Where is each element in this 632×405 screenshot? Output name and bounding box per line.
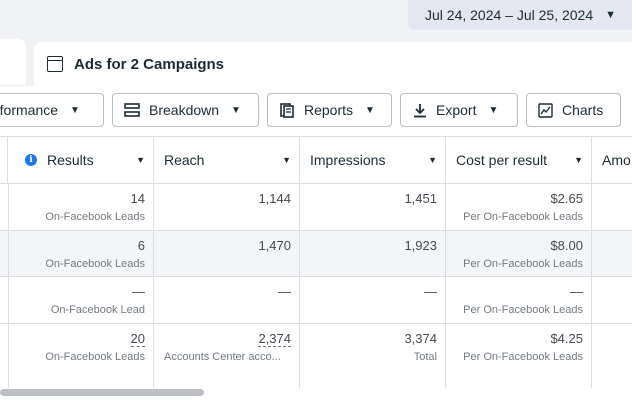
date-range-label: Jul 24, 2024 – Jul 25, 2024 [425, 7, 594, 23]
export-button[interactable]: Export ▼ [400, 93, 518, 127]
previous-tab[interactable] [0, 39, 26, 85]
scrollbar-thumb[interactable] [0, 389, 204, 396]
cost-value: $2.65 [550, 191, 583, 206]
performance-label: rformance [0, 102, 59, 118]
caret-down-icon: ▼ [70, 104, 80, 116]
campaign-tab[interactable]: Ads for 2 Campaigns [34, 42, 632, 86]
caret-down-icon[interactable]: ▼ [136, 155, 145, 165]
total-cost-sub: Per On-Facebook Leads [463, 351, 583, 363]
charts-label: Charts [562, 102, 604, 118]
breakdown-label: Breakdown [149, 102, 220, 118]
caret-down-icon: ▼ [365, 104, 375, 116]
total-results-sub: On-Facebook Leads [45, 351, 145, 363]
campaign-tab-title: Ads for 2 Campaigns [74, 55, 225, 73]
header-cost-label: Cost per result [456, 152, 548, 168]
date-range-picker[interactable]: Jul 24, 2024 – Jul 25, 2024 ▼ [408, 0, 632, 30]
header-results-label: Results [47, 152, 94, 168]
performance-button[interactable]: rformance ▼ [0, 93, 104, 127]
cost-sub: Per On-Facebook Leads [463, 304, 583, 316]
impressions-value: — [424, 284, 437, 299]
reports-label: Reports [304, 102, 354, 118]
results-table: i Results ▼ Reach ▼ Impressions ▼ Cost p… [0, 136, 632, 389]
impressions-value: 1,451 [404, 191, 437, 206]
results-sub: On-Facebook Leads [45, 211, 145, 223]
caret-down-icon: ▼ [605, 9, 617, 21]
charts-button[interactable]: Charts [526, 93, 621, 127]
total-reach-value[interactable]: 2,374 [258, 331, 291, 347]
caret-down-icon: ▼ [231, 104, 241, 116]
download-icon [413, 103, 427, 118]
total-cost-value: $4.25 [550, 331, 583, 346]
total-impressions-value: 3,374 [404, 331, 437, 346]
results-sub: On-Facebook Leads [45, 258, 145, 270]
results-value: 14 [130, 191, 145, 206]
results-sub: On-Facebook Lead [50, 304, 145, 316]
header-cell-left [0, 137, 8, 184]
caret-down-icon: ▼ [488, 104, 499, 116]
table-row[interactable]: 6 On-Facebook Leads 1,470 1,923 $8.00 Pe… [0, 231, 632, 277]
reach-value: — [278, 284, 291, 299]
toolbar: rformance ▼ Breakdown ▼ Reports ▼ Export… [0, 86, 632, 136]
header-reach[interactable]: Reach ▼ [154, 137, 300, 184]
info-icon[interactable]: i [25, 154, 37, 166]
results-value: — [132, 284, 145, 299]
table-row[interactable]: — On-Facebook Lead — — — Per On-Facebook… [0, 277, 632, 324]
cost-value: $8.00 [550, 238, 583, 253]
cost-sub: Per On-Facebook Leads [463, 258, 583, 270]
breakdown-button[interactable]: Breakdown ▼ [112, 93, 259, 127]
total-results-value[interactable]: 20 [130, 331, 145, 347]
reports-icon [280, 102, 295, 118]
cost-value: — [570, 284, 583, 299]
header-impressions[interactable]: Impressions ▼ [300, 137, 446, 184]
reports-button[interactable]: Reports ▼ [267, 93, 392, 127]
header-cost-per-result[interactable]: Cost per result ▼ [446, 137, 592, 184]
header-amount[interactable]: Amo [592, 137, 632, 184]
reach-value: 1,470 [258, 238, 291, 253]
header-results[interactable]: i Results ▼ [8, 137, 154, 184]
chart-icon [538, 102, 553, 118]
header-impressions-label: Impressions [310, 152, 386, 168]
reach-value: 1,144 [258, 191, 291, 206]
table-row[interactable]: 14 On-Facebook Leads 1,144 1,451 $2.65 P… [0, 184, 632, 231]
total-reach-sub: Accounts Center acco... [164, 351, 281, 363]
total-impressions-sub: Total [413, 351, 437, 363]
caret-down-icon[interactable]: ▼ [282, 155, 291, 165]
header-reach-label: Reach [164, 152, 205, 168]
total-row: 20 On-Facebook Leads 2,374 Accounts Cent… [0, 324, 632, 389]
cost-sub: Per On-Facebook Leads [463, 211, 583, 223]
export-label: Export [436, 102, 477, 118]
caret-down-icon[interactable]: ▼ [428, 155, 437, 165]
breakdown-icon [124, 103, 140, 117]
window-icon [47, 56, 63, 72]
caret-down-icon[interactable]: ▼ [574, 155, 583, 165]
results-value: 6 [137, 238, 145, 253]
impressions-value: 1,923 [404, 238, 437, 253]
header-amount-label: Amo [602, 152, 631, 168]
